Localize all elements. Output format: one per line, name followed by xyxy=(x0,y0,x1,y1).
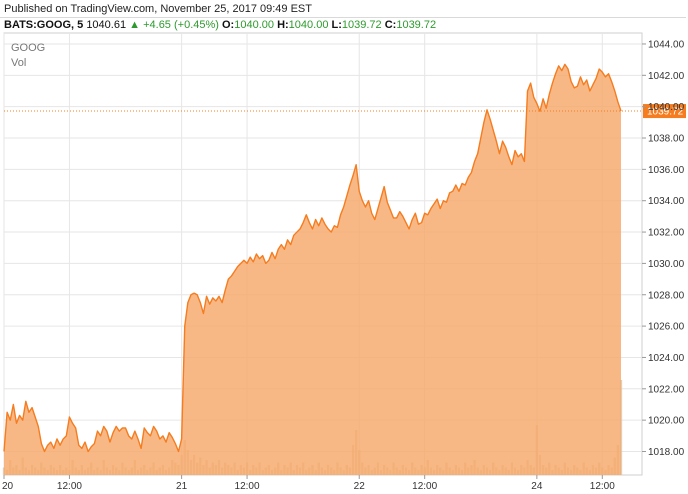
high-value: 1040.00 xyxy=(288,19,329,31)
x-tick-label: 12:00 xyxy=(235,481,260,492)
y-tick-label: 1036.00 xyxy=(648,165,685,176)
header-frame xyxy=(0,17,686,32)
y-tick-label: 1026.00 xyxy=(648,322,685,333)
y-tick-label: 1038.00 xyxy=(648,134,685,145)
ticker-bar: BATS:GOOG, 5 1040.61 ▲ +4.65 (+0.45%) O:… xyxy=(4,19,436,31)
x-tick-label: 12:00 xyxy=(57,481,82,492)
price-area xyxy=(3,63,622,475)
published-caption: Published on TradingView.com, November 2… xyxy=(4,3,312,15)
last-price-line: 1039.72 xyxy=(4,104,686,119)
last-price-tag-label: 1039.72 xyxy=(647,107,684,118)
high-label: H: xyxy=(277,19,289,31)
y-tick-label: 1022.00 xyxy=(648,384,685,395)
series-label-vol: Vol xyxy=(11,57,26,69)
low-label: L: xyxy=(331,19,342,31)
y-tick-label: 1044.00 xyxy=(648,39,685,50)
open-label: O: xyxy=(222,19,235,31)
open-value: 1040.00 xyxy=(234,19,274,31)
axes: 1018.00 1020.00 1022.00 1024.00 1026.00 1028.… xyxy=(2,39,685,492)
price-line xyxy=(3,63,622,453)
y-tick-label: 1018.00 xyxy=(648,447,685,458)
y-tick-label: 1042.00 xyxy=(648,71,685,82)
series-label-goog: GOOG xyxy=(11,42,45,54)
last-price-tag xyxy=(643,104,686,119)
close-value: 1039.72 xyxy=(396,19,437,31)
y-tick-label: 1040.00 xyxy=(648,102,685,113)
x-tick-label: 20 xyxy=(2,481,14,492)
y-tick-label: 1028.00 xyxy=(648,290,685,301)
close-label: C: xyxy=(384,19,397,31)
x-tick-label: 21 xyxy=(176,481,188,492)
up-arrow-icon: ▲ xyxy=(129,19,141,31)
price-area-fill xyxy=(4,64,621,475)
change-value: +4.65 (+0.45%) xyxy=(143,19,219,31)
low-value: 1039.72 xyxy=(341,19,382,31)
x-tick-label: 24 xyxy=(531,481,543,492)
x-tick-label: 22 xyxy=(354,481,366,492)
y-tick-label: 1024.00 xyxy=(648,353,685,364)
last-price: 1040.61 xyxy=(86,19,127,31)
x-tick-label: 12:00 xyxy=(590,481,615,492)
y-tick-label: 1020.00 xyxy=(648,416,685,427)
x-tick-label: 12:00 xyxy=(412,481,437,492)
y-tick-label: 1030.00 xyxy=(648,259,685,270)
y-tick-label: 1032.00 xyxy=(648,228,685,239)
symbol-label[interactable]: BATS:GOOG, 5 xyxy=(4,19,84,31)
y-tick-label: 1034.00 xyxy=(648,196,685,207)
